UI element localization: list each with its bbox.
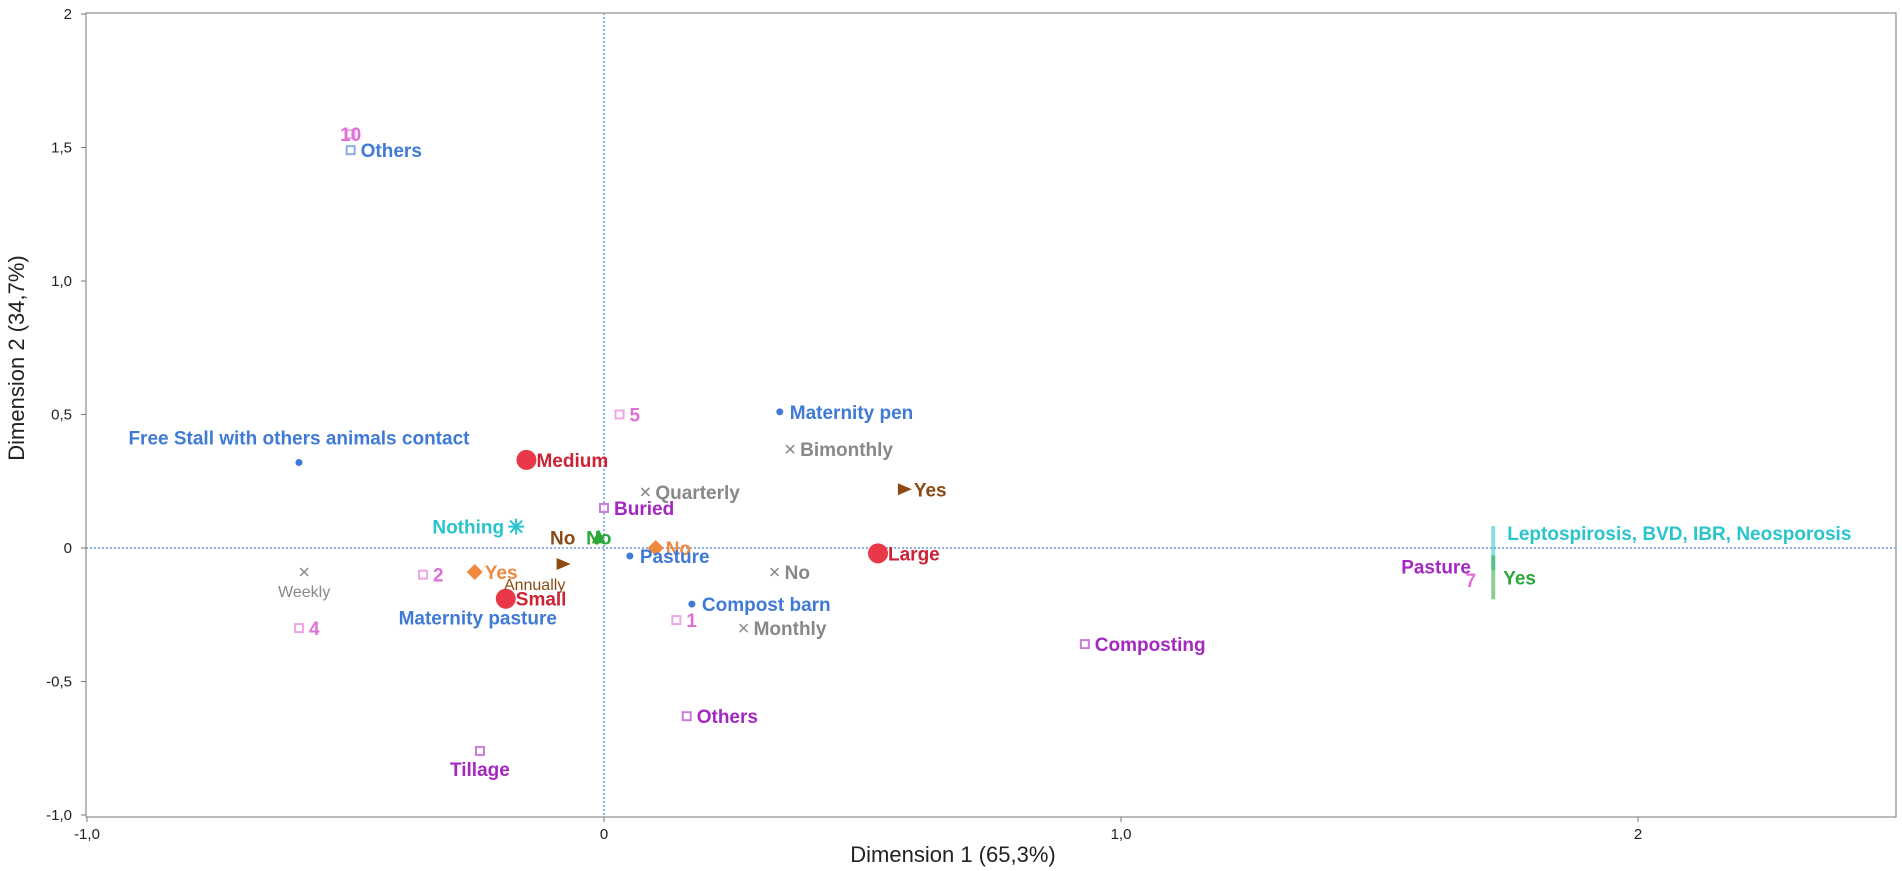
point-label: Weekly [278,584,330,601]
point-label: Compost barn [702,595,831,616]
point-marker [418,569,429,580]
point-marker [785,444,795,454]
point-marker [776,408,784,416]
point-label: No [550,528,575,549]
point-label: Monthly [754,619,827,640]
point-marker [293,623,304,634]
point-label: 1 [686,611,697,632]
y-tick-label: 0,5 [51,407,72,424]
point-label: Pasture [640,547,710,568]
point-label: Nothing [432,518,504,539]
point-marker [671,615,682,626]
point-label: Buried [614,499,674,520]
point-marker [626,552,634,560]
point-marker [1079,639,1090,650]
y-tick-label: -1,0 [46,807,72,824]
point-marker [474,745,485,756]
point-marker [345,145,356,156]
point-label: Yes [1503,568,1536,589]
point-label: Tillage [450,760,510,781]
point-marker [681,711,692,722]
point-label: 7 [1465,571,1476,592]
point-label: 2 [433,566,444,587]
point-marker [466,564,483,581]
point-marker [614,409,625,420]
point-marker [516,449,537,470]
point-label: Maternity pen [790,403,914,424]
point-label: 4 [309,619,320,640]
point-marker [897,483,912,496]
point-label: No [666,539,691,560]
y-axis-title: Dimension 2 (34,7%) [4,255,29,460]
point-label: Yes [914,480,947,501]
plot-area [85,12,1897,818]
point-marker [770,567,780,577]
point-label: Yes [485,563,518,584]
point-label: Maternity pasture [399,609,557,630]
point-label: Small [516,590,567,611]
point-marker [599,502,609,513]
point-label: Annually [504,577,565,594]
point-marker [508,518,525,535]
y-tick-label: 2 [64,6,72,23]
y-tick-label: -0,5 [46,674,72,691]
point-label: No [785,563,810,584]
point-marker [495,588,516,609]
point-marker [647,540,664,556]
point-label: 10 [340,125,361,146]
reference-lines [86,13,1896,817]
point-marker [299,567,309,577]
point-marker [1491,526,1496,570]
point-marker [345,129,356,140]
x-tick-label: 1,0 [1111,826,1132,843]
point-label: 5 [630,406,641,427]
point-label: Composting [1095,635,1206,656]
x-axis-title: Dimension 1 (65,3%) [850,842,1055,867]
point-label: Bimonthly [800,440,893,461]
point-label: Quarterly [655,483,740,504]
point-label: Others [361,141,422,162]
y-tick-label: 1,5 [51,140,72,157]
point-label: Pasture [1401,558,1471,579]
point-marker [868,543,889,564]
point-label: No [586,528,611,549]
point-marker [556,558,571,571]
x-axis-ticks: -1,0 0 1,0 2 [74,816,1896,843]
y-tick-label: 0 [64,540,72,557]
point-marker [295,459,303,467]
point-marker [688,600,696,608]
y-axis-ticks: 2 1,5 1,0 0,5 0 -0,5 -1,0 [46,6,87,824]
point-marker [1491,555,1496,600]
point-label: Leptospirosis, BVD, IBR, Neosporosis [1507,524,1851,545]
y-tick-label: 1,0 [51,273,72,290]
point-marker [739,623,749,633]
point-label: Medium [536,451,608,472]
point-label: Large [888,544,940,565]
point-marker [640,487,650,497]
x-tick-label: 2 [1634,826,1642,843]
point-label: Free Stall with others animals contact [128,429,470,450]
x-tick-label: -1,0 [74,826,100,843]
x-tick-label: 0 [600,826,608,843]
data-points [293,129,1496,756]
point-marker [591,529,606,544]
point-label: Others [697,707,758,728]
